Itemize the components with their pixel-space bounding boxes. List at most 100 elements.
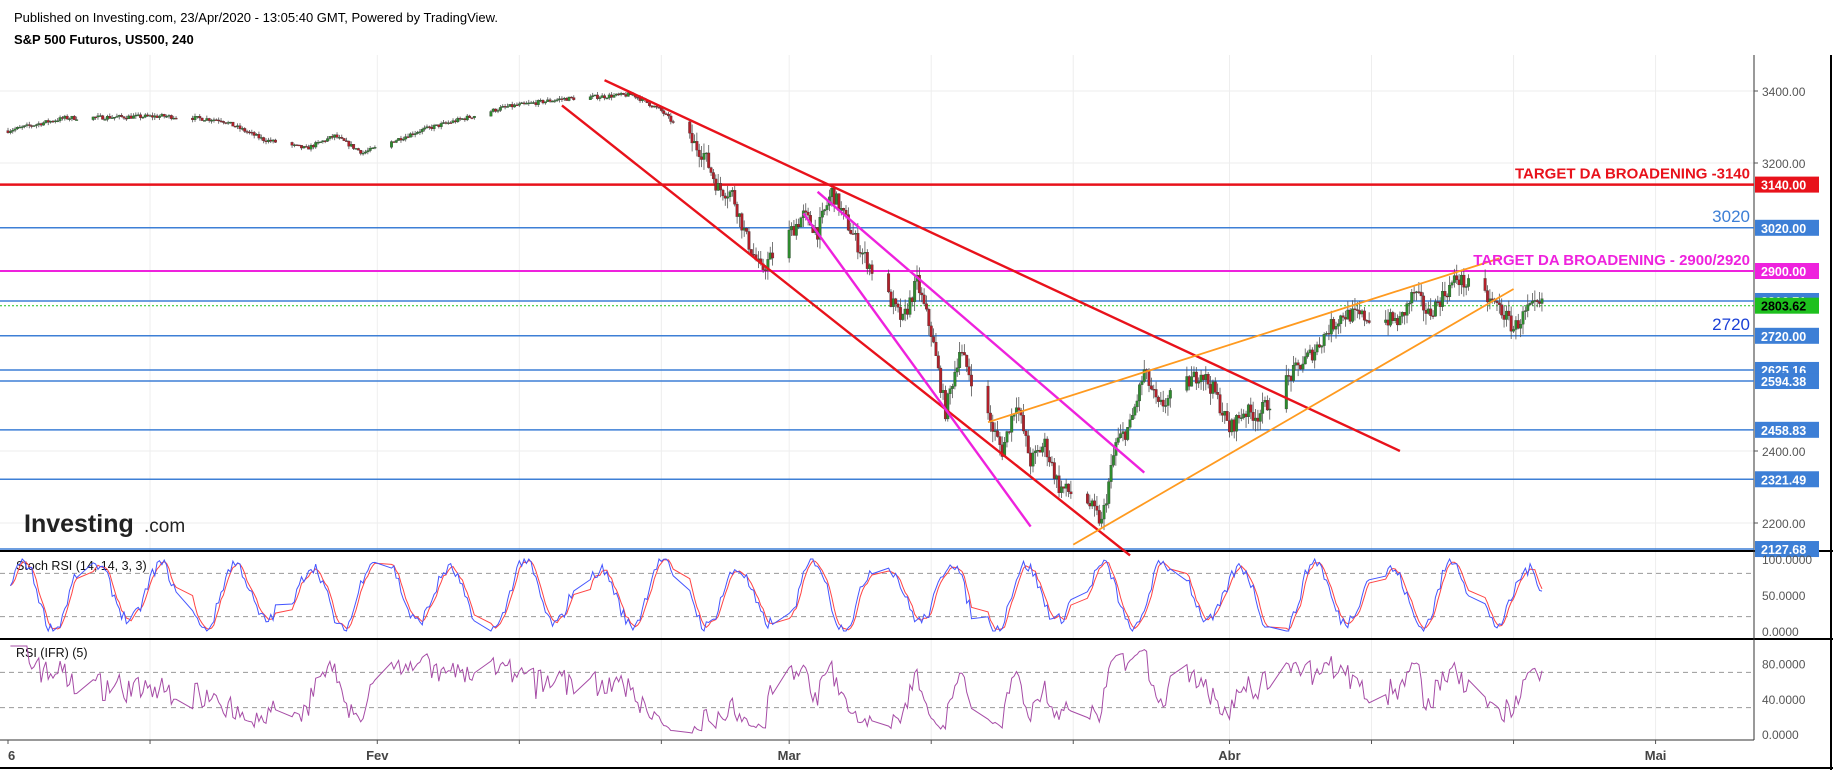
candle-body bbox=[274, 139, 277, 143]
candle-body bbox=[1005, 431, 1009, 443]
candle-body bbox=[169, 115, 173, 119]
candle-body bbox=[1223, 411, 1227, 416]
candle-body bbox=[174, 117, 178, 120]
candle-body bbox=[32, 125, 36, 127]
candle-body bbox=[605, 97, 609, 100]
level-label-bg bbox=[1755, 176, 1819, 193]
candle-body bbox=[1490, 298, 1494, 300]
candle-body bbox=[1438, 301, 1442, 307]
candle-body bbox=[1126, 427, 1130, 440]
candle-body bbox=[1299, 364, 1302, 370]
candle-body bbox=[1339, 315, 1343, 324]
candle-body bbox=[470, 117, 474, 119]
published-info: Published on Investing.com, 23/Apr/2020 … bbox=[14, 10, 498, 25]
candle-body bbox=[399, 138, 403, 141]
candle-body bbox=[420, 129, 424, 132]
candle-body bbox=[721, 189, 725, 197]
price-axis: 3400.00 3200.00 2400.00 2200.00 3140.00 3020.… bbox=[1754, 85, 1819, 558]
candle-body bbox=[134, 114, 138, 117]
candle-body bbox=[1433, 301, 1437, 317]
candle-body bbox=[539, 99, 543, 102]
candle-body bbox=[896, 303, 900, 308]
candle-body bbox=[941, 390, 945, 393]
candle-body bbox=[854, 233, 857, 235]
candle-body bbox=[998, 436, 1002, 445]
candle-body bbox=[823, 209, 827, 212]
candle-body bbox=[198, 116, 202, 119]
candle-body bbox=[543, 101, 547, 104]
candle-body bbox=[451, 120, 455, 123]
candle-body bbox=[1346, 309, 1350, 320]
candle-body bbox=[342, 138, 346, 141]
candle-body bbox=[738, 213, 741, 217]
candle-body bbox=[160, 114, 164, 117]
candle-body bbox=[295, 144, 299, 146]
candle-body bbox=[1036, 449, 1040, 452]
candle-body bbox=[1100, 518, 1104, 524]
indicator-tick-label: 0.0000 bbox=[1762, 625, 1799, 639]
candle-body bbox=[39, 123, 43, 126]
candle-body bbox=[1391, 312, 1395, 321]
candle-body bbox=[1457, 279, 1461, 286]
candle-body bbox=[1159, 399, 1163, 402]
candle-body bbox=[529, 102, 533, 104]
candle-body bbox=[72, 116, 76, 120]
candle-body bbox=[946, 393, 950, 420]
candle-body bbox=[366, 150, 370, 153]
candle-body bbox=[1097, 510, 1101, 524]
candle-body bbox=[1426, 308, 1430, 314]
candle-body bbox=[1048, 456, 1052, 463]
candle-body bbox=[939, 367, 943, 393]
candle-body bbox=[1452, 275, 1456, 283]
candle-body bbox=[146, 114, 150, 117]
candle-body bbox=[1467, 278, 1471, 287]
candle-body bbox=[210, 120, 214, 122]
candle-body bbox=[1031, 452, 1035, 467]
candle-body bbox=[792, 226, 796, 236]
candle-body bbox=[1502, 314, 1506, 320]
indicator-tick-label: 40.0000 bbox=[1762, 693, 1806, 707]
candle-body bbox=[155, 115, 159, 118]
candle-body bbox=[1486, 290, 1489, 303]
candle-body bbox=[394, 140, 398, 143]
candle-body bbox=[1431, 315, 1435, 317]
candle-body bbox=[887, 273, 891, 293]
candle-body bbox=[1329, 319, 1333, 335]
candle-body bbox=[411, 133, 415, 135]
candle-body bbox=[1043, 438, 1047, 448]
candle-body bbox=[1185, 376, 1189, 391]
candle-body bbox=[1192, 371, 1196, 377]
candle-body bbox=[1102, 504, 1106, 520]
candle-body bbox=[1166, 398, 1170, 406]
candle-body bbox=[1306, 352, 1310, 357]
candle-body bbox=[162, 114, 166, 117]
x-tick-label: Mar bbox=[778, 748, 801, 763]
candle-body bbox=[532, 102, 535, 104]
candle-body bbox=[927, 309, 931, 327]
candle-body bbox=[910, 297, 914, 302]
candle-body bbox=[607, 94, 611, 99]
y-tick-label: 3400.00 bbox=[1762, 85, 1806, 99]
candle-body bbox=[742, 227, 746, 231]
candle-body bbox=[257, 134, 261, 139]
candle-body bbox=[1263, 400, 1267, 403]
candle-body bbox=[863, 252, 867, 254]
level-label-bg bbox=[1755, 219, 1819, 236]
candle-body bbox=[626, 92, 630, 97]
candle-body bbox=[948, 388, 952, 394]
candle-body bbox=[1384, 319, 1388, 323]
trendline bbox=[1072, 288, 1514, 546]
candle-body bbox=[506, 106, 509, 108]
candle-body bbox=[1403, 312, 1407, 316]
candle-body bbox=[1235, 415, 1239, 432]
candle-body bbox=[290, 142, 294, 146]
candle-body bbox=[1301, 363, 1305, 370]
candle-body bbox=[1138, 384, 1141, 402]
candle-body bbox=[1507, 310, 1511, 316]
candle-body bbox=[453, 120, 457, 123]
candle-body bbox=[404, 136, 408, 140]
candle-body bbox=[820, 210, 824, 218]
candle-body bbox=[768, 252, 772, 260]
candle-body bbox=[929, 325, 933, 337]
